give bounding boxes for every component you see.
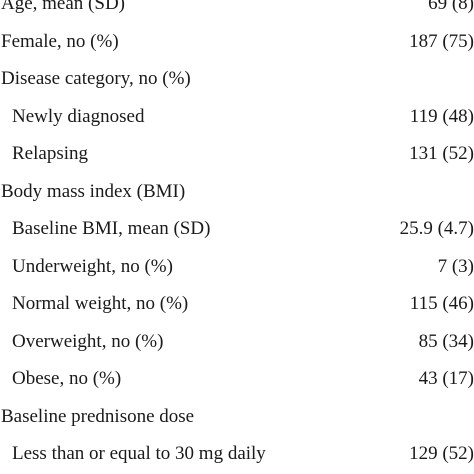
- row-label: Obese, no (%): [12, 368, 122, 389]
- row-label: Age, mean (SD): [1, 0, 125, 14]
- table-row-underweight: Underweight, no (%) 7 (3): [0, 248, 474, 286]
- row-value: 69 (8): [428, 0, 474, 14]
- table-row-obese: Obese, no (%) 43 (17): [0, 360, 474, 398]
- row-label: Newly diagnosed: [12, 105, 145, 127]
- table-row-relapsing: Relapsing 131 (52): [0, 135, 474, 173]
- row-label: Overweight, no (%): [12, 330, 164, 352]
- row-value: 115 (46): [409, 293, 474, 314]
- table-row-bmi: Body mass index (BMI): [0, 173, 474, 211]
- row-label: Normal weight, no (%): [12, 293, 189, 314]
- table-row-disease-category: Disease category, no (%): [0, 60, 474, 98]
- section-heading: Body mass index (BMI): [1, 180, 186, 202]
- table-row-prednisone-dose: Baseline prednisone dose: [0, 398, 474, 436]
- row-label: Female, no (%): [1, 30, 119, 52]
- row-value: 85 (34): [418, 330, 474, 352]
- table-row-newly-diagnosed: Newly diagnosed 119 (48): [0, 98, 474, 136]
- row-value: 187 (75): [409, 30, 474, 52]
- table-row-normal-weight: Normal weight, no (%) 115 (46): [0, 285, 474, 323]
- section-heading: Baseline prednisone dose: [1, 405, 195, 427]
- row-value: 25.9 (4.7): [399, 218, 474, 239]
- table-row-age: Age, mean (SD) 69 (8): [0, 0, 474, 23]
- row-label: Relapsing: [12, 143, 88, 164]
- row-label: Underweight, no (%): [12, 255, 173, 277]
- table-row-female: Female, no (%) 187 (75): [0, 23, 474, 61]
- row-value: 131 (52): [409, 143, 474, 164]
- row-label: Baseline BMI, mean (SD): [12, 218, 211, 239]
- table-row-baseline-bmi: Baseline BMI, mean (SD) 25.9 (4.7): [0, 210, 474, 248]
- row-label: Less than or equal to 30 mg daily: [12, 443, 266, 464]
- table-row-dose-30mg-or-less: Less than or equal to 30 mg daily 129 (5…: [0, 435, 474, 473]
- row-value: 43 (17): [418, 368, 474, 389]
- row-value: 129 (52): [409, 443, 474, 464]
- section-heading: Disease category, no (%): [1, 68, 191, 89]
- table-row-overweight: Overweight, no (%) 85 (34): [0, 323, 474, 361]
- row-value: 7 (3): [437, 255, 474, 277]
- row-value: 119 (48): [409, 105, 474, 127]
